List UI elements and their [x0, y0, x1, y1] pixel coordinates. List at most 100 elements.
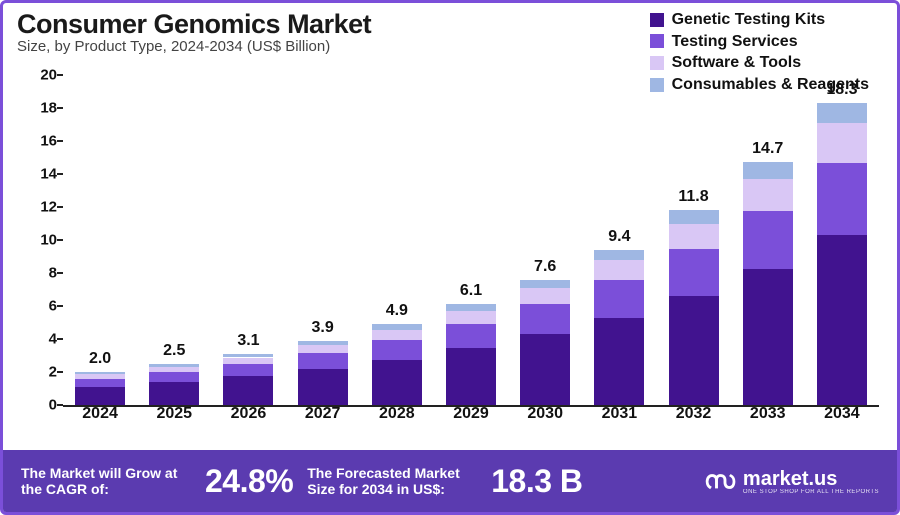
- bar-segment: [75, 372, 125, 374]
- bar-segment: [298, 353, 348, 369]
- bar-segment: [149, 382, 199, 405]
- bar-total-label: 7.6: [520, 258, 570, 276]
- bar-segment: [446, 311, 496, 324]
- bar-segment: [372, 340, 422, 359]
- bar-segment: [594, 280, 644, 317]
- y-axis-tick: [57, 173, 63, 175]
- chart-subtitle: Size, by Product Type, 2024-2034 (US$ Bi…: [17, 38, 371, 55]
- bar-segment: [223, 376, 273, 405]
- brand-logo-icon: സ: [704, 467, 735, 495]
- x-axis-label: 2034: [807, 405, 877, 423]
- y-axis-tick: [57, 239, 63, 241]
- bar-segment: [149, 372, 199, 382]
- bar-segment: [446, 348, 496, 405]
- bar-segment: [520, 280, 570, 288]
- y-axis-label: 10: [25, 232, 57, 249]
- bar-total-label: 2.5: [149, 342, 199, 360]
- x-axis-label: 2025: [139, 405, 209, 423]
- bar: 2.5: [149, 364, 199, 405]
- y-axis-tick: [57, 206, 63, 208]
- cagr-value: 24.8%: [205, 463, 293, 500]
- bar-segment: [372, 360, 422, 405]
- bar-segment: [743, 211, 793, 269]
- x-axis-label: 2027: [288, 405, 358, 423]
- plot-area: 2.02.53.13.94.96.17.69.411.814.718.3 024…: [63, 77, 879, 407]
- x-axis-label: 2031: [584, 405, 654, 423]
- x-axis-label: 2026: [213, 405, 283, 423]
- y-axis-label: 2: [25, 364, 57, 381]
- chart-area: 2.02.53.13.94.96.17.69.411.814.718.3 024…: [15, 69, 891, 453]
- y-axis-tick: [57, 74, 63, 76]
- bar-segment: [446, 304, 496, 311]
- bar-segment: [669, 210, 719, 224]
- bar-segment: [817, 123, 867, 162]
- y-axis-tick: [57, 272, 63, 274]
- bar: 4.9: [372, 324, 422, 405]
- bar-segment: [669, 249, 719, 296]
- bar: 18.3: [817, 103, 867, 405]
- bar-segment: [743, 269, 793, 405]
- brand-tagline: ONE STOP SHOP FOR ALL THE REPORTS: [743, 489, 879, 495]
- bar-segment: [520, 288, 570, 304]
- bar-total-label: 14.7: [743, 140, 793, 158]
- bar-segment: [75, 374, 125, 378]
- bar-segment: [817, 103, 867, 123]
- chart-title: Consumer Genomics Market: [17, 9, 371, 40]
- legend-label: Testing Services: [672, 31, 798, 53]
- y-axis-tick: [57, 338, 63, 340]
- bar-segment: [446, 324, 496, 348]
- bar: 3.9: [298, 341, 348, 406]
- bar-segment: [520, 304, 570, 334]
- y-axis-tick: [57, 404, 63, 406]
- bar-total-label: 3.9: [298, 319, 348, 337]
- y-axis-label: 14: [25, 166, 57, 183]
- x-axis-label: 2032: [659, 405, 729, 423]
- bar-segment: [743, 162, 793, 179]
- bar-total-label: 9.4: [594, 228, 644, 246]
- bar-total-label: 6.1: [446, 282, 496, 300]
- bar-segment: [372, 324, 422, 330]
- footer-banner: The Market will Grow at the CAGR of: 24.…: [3, 450, 897, 512]
- bar: 3.1: [223, 354, 273, 405]
- y-axis-label: 4: [25, 331, 57, 348]
- bar-total-label: 18.3: [817, 81, 867, 99]
- y-axis-tick: [57, 107, 63, 109]
- brand-name: market.us: [743, 468, 838, 490]
- y-axis-tick: [57, 371, 63, 373]
- bar-segment: [817, 235, 867, 405]
- y-axis-label: 12: [25, 199, 57, 216]
- legend-item: Testing Services: [650, 31, 869, 53]
- y-axis-label: 20: [25, 67, 57, 84]
- legend-swatch: [650, 56, 664, 70]
- bar-segment: [75, 387, 125, 405]
- bar-segment: [223, 354, 273, 358]
- y-axis-label: 6: [25, 298, 57, 315]
- bar-segment: [594, 250, 644, 260]
- y-axis-label: 8: [25, 265, 57, 282]
- x-axis-label: 2028: [362, 405, 432, 423]
- forecast-label: The Forecasted Market Size for 2034 in U…: [307, 465, 477, 497]
- bar-segment: [372, 330, 422, 341]
- bar-segment: [298, 369, 348, 405]
- y-axis-label: 18: [25, 100, 57, 117]
- legend-item: Genetic Testing Kits: [650, 9, 869, 31]
- bar: 9.4: [594, 250, 644, 405]
- bar-total-label: 3.1: [223, 332, 273, 350]
- brand-block: സ market.us ONE STOP SHOP FOR ALL THE RE…: [704, 467, 879, 495]
- x-axis-label: 2030: [510, 405, 580, 423]
- forecast-value: 18.3 B: [491, 463, 582, 500]
- bar-segment: [817, 163, 867, 235]
- cagr-label: The Market will Grow at the CAGR of:: [21, 465, 191, 497]
- bar-segment: [298, 345, 348, 353]
- bar-segment: [223, 358, 273, 365]
- chart-card: Consumer Genomics Market Size, by Produc…: [0, 0, 900, 515]
- bar-total-label: 2.0: [75, 350, 125, 368]
- bar: 2.0: [75, 372, 125, 405]
- bar-segment: [75, 379, 125, 387]
- legend-swatch: [650, 13, 664, 27]
- bar: 14.7: [743, 162, 793, 405]
- bar-segment: [669, 224, 719, 249]
- y-axis-label: 0: [25, 397, 57, 414]
- bar-segment: [594, 260, 644, 280]
- y-axis-tick: [57, 140, 63, 142]
